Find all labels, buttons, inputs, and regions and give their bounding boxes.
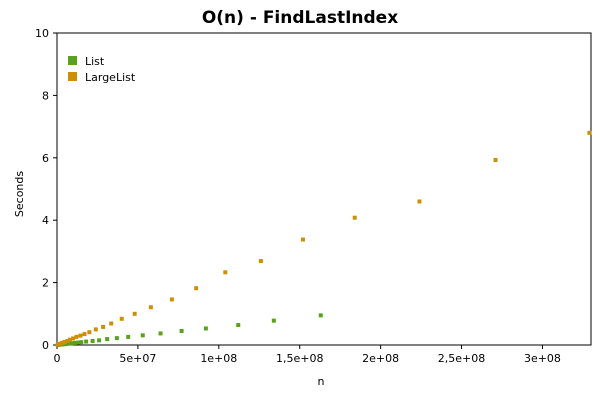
data-point <box>78 333 83 338</box>
data-point <box>114 336 119 341</box>
x-tick-label: 2e+08 <box>362 352 399 365</box>
data-point <box>194 286 199 291</box>
data-point <box>67 341 72 346</box>
data-point <box>140 333 145 338</box>
data-point <box>318 313 323 318</box>
y-tick-label: 0 <box>42 339 49 352</box>
x-tick-label: 3e+08 <box>524 352 561 365</box>
x-tick-label: 0 <box>54 352 61 365</box>
legend-entry: LargeList <box>85 71 136 84</box>
data-point <box>417 199 422 204</box>
data-point <box>105 337 110 342</box>
data-point <box>109 321 114 326</box>
plot-frame <box>56 32 592 346</box>
data-point <box>74 334 79 339</box>
data-point <box>71 336 76 341</box>
x-axis-label: n <box>318 375 325 388</box>
data-point <box>158 331 163 336</box>
y-tick-label: 6 <box>42 152 49 165</box>
data-point <box>76 340 81 345</box>
y-tick-label: 8 <box>42 89 49 102</box>
data-point <box>90 338 95 343</box>
data-point <box>82 332 87 337</box>
chart-title: O(n) - FindLastIndex <box>201 8 399 28</box>
data-point <box>148 305 153 310</box>
data-point <box>126 334 131 339</box>
data-point <box>63 339 68 344</box>
y-axis-label: Seconds <box>13 171 26 217</box>
data-point <box>132 311 137 316</box>
data-point <box>169 297 174 302</box>
x-tick-label: 5e+07 <box>119 352 156 365</box>
legend-entry: List <box>85 55 105 68</box>
data-point <box>97 338 102 343</box>
data-point <box>258 259 263 264</box>
x-tick-label: 1,5e+08 <box>276 352 323 365</box>
data-point <box>236 323 241 328</box>
data-point <box>271 318 276 323</box>
data-point <box>93 327 98 332</box>
data-point <box>179 328 184 333</box>
data-point <box>84 339 89 344</box>
data-point <box>493 157 498 162</box>
legend-swatch <box>68 72 77 81</box>
data-point <box>300 237 305 242</box>
series-largelist <box>55 130 592 347</box>
data-point <box>223 270 228 275</box>
data-point <box>203 326 208 331</box>
x-tick-label: 1e+08 <box>200 352 237 365</box>
data-point <box>587 130 592 135</box>
data-point <box>69 341 74 346</box>
data-point <box>65 338 70 343</box>
y-tick-label: 2 <box>42 277 49 290</box>
y-tick-label: 4 <box>42 214 49 227</box>
data-point <box>67 337 72 342</box>
data-point <box>72 340 77 345</box>
y-tick-label: 10 <box>35 27 49 40</box>
legend-swatch <box>68 56 77 65</box>
data-point <box>101 324 106 329</box>
data-point <box>352 215 357 220</box>
data-point <box>119 316 124 321</box>
data-point <box>79 340 84 345</box>
x-tick-label: 2,5e+08 <box>438 352 485 365</box>
data-point <box>87 330 92 335</box>
